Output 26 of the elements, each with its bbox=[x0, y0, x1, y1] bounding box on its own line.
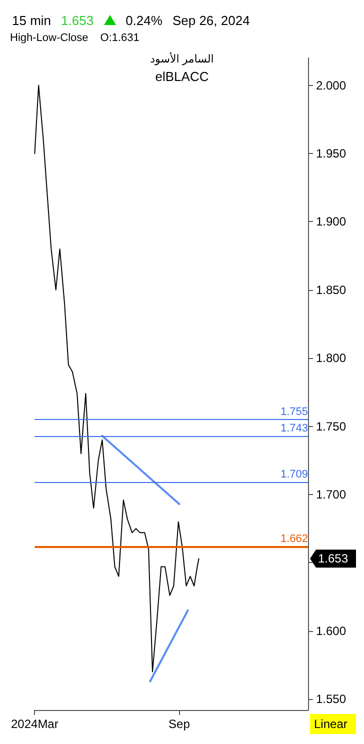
y-tick-label: 1.600 bbox=[316, 624, 346, 638]
line-series bbox=[34, 84, 200, 672]
y-tick-label: 1.750 bbox=[316, 419, 346, 434]
ref-line-label: 1.743 bbox=[280, 422, 308, 434]
ref-line-label: 1.662 bbox=[280, 532, 308, 545]
text: Sep 26, 2024 bbox=[172, 12, 250, 28]
ref-line-label: 1.709 bbox=[280, 468, 308, 481]
y-tick-label: 1.550 bbox=[316, 692, 346, 706]
y-tick-label: 1.700 bbox=[316, 487, 346, 502]
y-tick-label: 1.800 bbox=[316, 351, 346, 366]
y-tick-label: 1.950 bbox=[316, 146, 346, 160]
text: 15 min bbox=[12, 12, 52, 28]
text: Linear bbox=[314, 717, 348, 731]
y-tick-label: 1.850 bbox=[316, 282, 346, 297]
text: 0.24% bbox=[126, 12, 162, 28]
y-tick-label: 2.000 bbox=[316, 78, 346, 92]
text: High-Low-Close bbox=[10, 32, 88, 46]
annotation: السامر الأسود bbox=[150, 52, 214, 66]
y-tick-label: 1.900 bbox=[316, 214, 346, 229]
x-tick-label: Sep bbox=[168, 717, 190, 731]
text: O:1.631 bbox=[100, 32, 140, 46]
text: 1.653 bbox=[61, 12, 94, 28]
annotation: elBLACC bbox=[155, 69, 209, 84]
text: 1.653 bbox=[318, 552, 348, 566]
x-tick-label: 2024Mar bbox=[10, 717, 58, 731]
ref-line-label: 1.755 bbox=[280, 406, 308, 418]
